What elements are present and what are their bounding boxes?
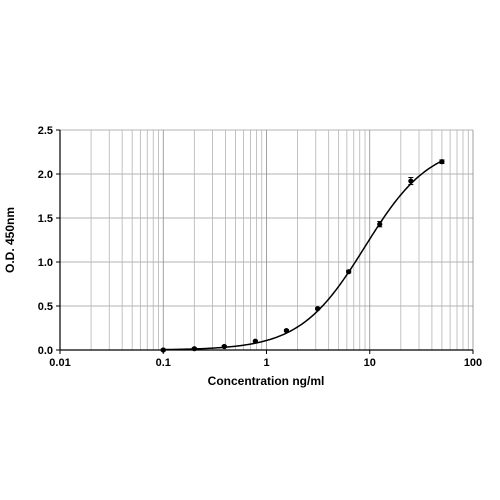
data-point: [315, 306, 321, 312]
data-point: [408, 178, 414, 184]
y-tick-label: 2.5: [38, 125, 53, 137]
x-tick-label: 0.1: [156, 357, 171, 369]
data-point: [252, 338, 258, 344]
x-tick-label: 10: [364, 357, 376, 369]
data-points: [160, 159, 445, 353]
x-tick-labels: 0.01 0.1 1 10 100: [49, 357, 482, 369]
data-point: [377, 221, 383, 227]
fit-curve: [163, 160, 443, 351]
y-tick-label: 1.0: [38, 257, 53, 269]
grid: [59, 129, 474, 351]
data-point: [439, 159, 445, 165]
y-axis-title: O.D. 450nm: [3, 207, 17, 273]
x-axis-title: Concentration ng/ml: [208, 374, 325, 388]
data-point: [346, 269, 352, 275]
y-tick-label: 0.5: [38, 301, 53, 313]
y-tick-label: 2.0: [38, 169, 53, 181]
data-point: [191, 346, 197, 352]
y-tick-label: 1.5: [38, 213, 53, 225]
y-tick-labels: 0.0 0.5 1.0 1.5 2.0 2.5: [38, 125, 53, 357]
x-tick-label: 100: [464, 357, 482, 369]
axes: [56, 129, 474, 354]
y-tick-label: 0.0: [38, 345, 53, 357]
data-point: [283, 328, 290, 334]
data-point: [160, 347, 166, 353]
fit-curve-group: [163, 160, 443, 351]
x-tick-label: 1: [263, 357, 269, 369]
data-point: [221, 343, 227, 350]
x-tick-label: 0.01: [49, 357, 70, 369]
